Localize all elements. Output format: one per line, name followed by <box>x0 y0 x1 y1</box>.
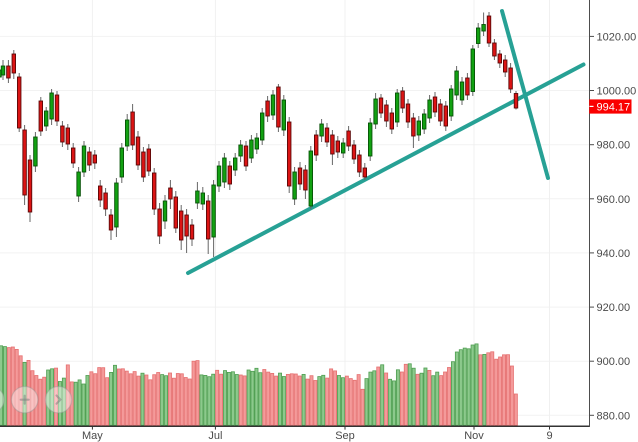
svg-text:9: 9 <box>546 430 552 442</box>
svg-text:880.00: 880.00 <box>597 410 631 422</box>
svg-text:980.00: 980.00 <box>597 140 631 152</box>
svg-text:1020.00: 1020.00 <box>597 31 637 43</box>
svg-text:Sep: Sep <box>335 430 355 442</box>
svg-text:994.17: 994.17 <box>597 102 631 114</box>
svg-text:May: May <box>82 430 103 442</box>
svg-text:900.00: 900.00 <box>597 356 631 368</box>
svg-text:Jul: Jul <box>208 430 222 442</box>
svg-text:Nov: Nov <box>464 430 484 442</box>
svg-text:960.00: 960.00 <box>597 194 631 206</box>
svg-text:940.00: 940.00 <box>597 248 631 260</box>
svg-text:1000.00: 1000.00 <box>597 86 637 98</box>
svg-text:920.00: 920.00 <box>597 302 631 314</box>
